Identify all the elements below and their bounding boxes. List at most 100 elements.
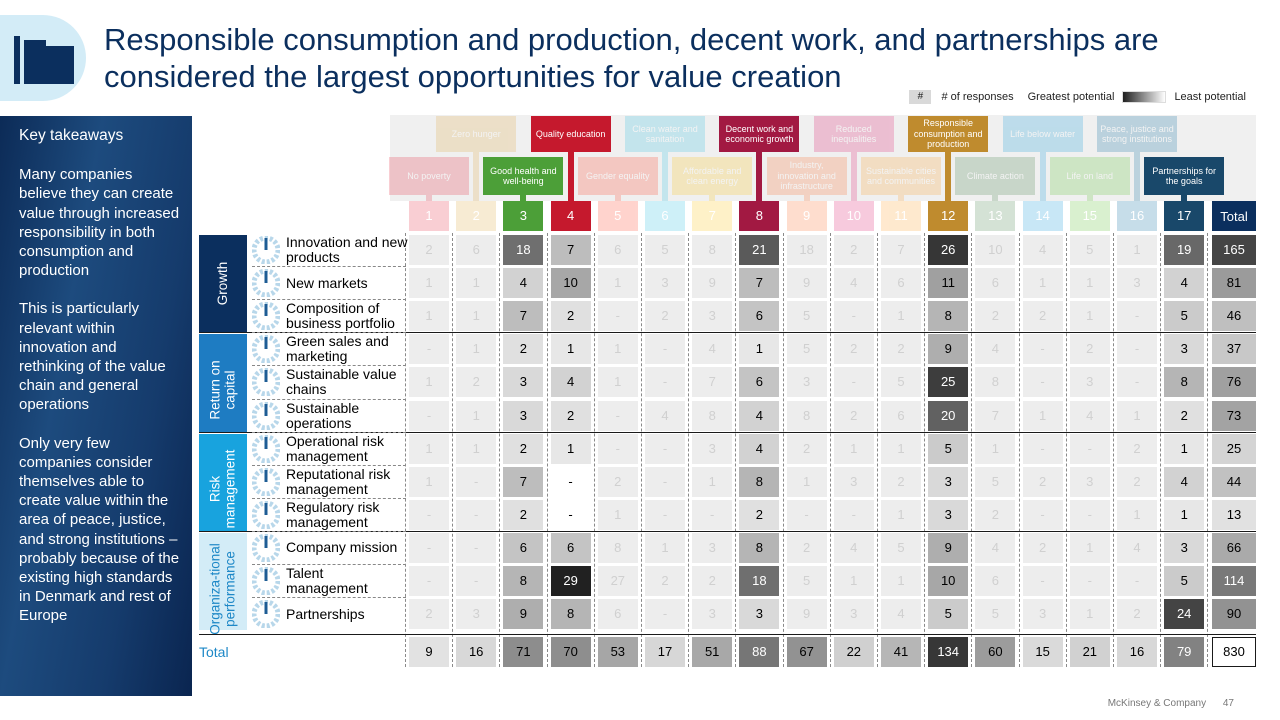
- sdg-goal-number: 2: [456, 201, 497, 231]
- matrix-cell: -: [1069, 566, 1110, 596]
- matrix-cell: 1: [456, 334, 497, 365]
- row-total-cell: 114: [1212, 566, 1256, 596]
- sdg-goal-stem: [1086, 195, 1093, 201]
- matrix-cell: 9: [928, 334, 969, 365]
- row-total-cell: 66: [1212, 532, 1256, 563]
- matrix-cell: 6: [550, 532, 591, 563]
- sdg-goal-label: Peace, justice and strong institutions: [1097, 116, 1177, 152]
- sunburst-icon: [251, 367, 281, 397]
- matrix-cell: 1: [456, 433, 497, 464]
- sunburst-icon: [251, 434, 281, 464]
- matrix-cell: 5: [786, 566, 827, 596]
- total-row-label: Total: [199, 644, 229, 660]
- matrix-cell: 2: [456, 367, 497, 398]
- sdg-goal-label: Good health and well-being: [483, 157, 564, 195]
- matrix-cell: -: [1117, 367, 1157, 398]
- sdg-goal-number: 17: [1164, 201, 1205, 231]
- matrix-cell: 4: [1164, 466, 1205, 497]
- column-divider: [499, 233, 501, 667]
- sdg-goal-number: 1: [409, 201, 449, 231]
- matrix-cell: 19: [1164, 235, 1205, 265]
- total-cell: 41: [881, 637, 921, 667]
- category-block: [199, 532, 247, 631]
- matrix-cell: 7: [881, 235, 921, 265]
- sdg-goal-stem: [709, 195, 716, 201]
- matrix-cell: 9: [786, 599, 827, 630]
- sdg-goal-stem: [567, 152, 574, 201]
- matrix-cell: 5: [928, 433, 969, 464]
- category-block: [199, 433, 247, 531]
- column-divider: [782, 233, 784, 667]
- sdg-goal-label: Zero hunger: [436, 116, 517, 152]
- matrix-cell: 5: [975, 599, 1016, 630]
- row-divider: [252, 299, 406, 301]
- matrix-cell: 1: [597, 499, 638, 530]
- matrix-cell: 4: [503, 268, 544, 299]
- matrix-cell: 18: [503, 235, 544, 265]
- matrix-cell: 8: [975, 367, 1016, 398]
- matrix-cell: 1: [881, 499, 921, 530]
- matrix-cell: 6: [456, 235, 497, 265]
- matrix-cell: 3: [1069, 466, 1110, 497]
- matrix-cell: 4: [833, 268, 874, 299]
- sdg-goal-number: 10: [833, 201, 874, 231]
- matrix-cell: 1: [409, 268, 449, 299]
- matrix-cell: -: [1117, 334, 1157, 365]
- row-label: Operational risk management: [286, 432, 385, 464]
- matrix-cell: 7: [503, 466, 544, 497]
- sunburst-icon: [251, 599, 281, 629]
- matrix-cell: 7: [503, 301, 544, 332]
- matrix-cell: -: [1022, 334, 1063, 365]
- sunburst-icon: [251, 533, 281, 563]
- sdg-goal-number: 13: [975, 201, 1016, 231]
- sdg-goal-stem: [1181, 195, 1188, 201]
- matrix-cell: 10: [928, 566, 969, 596]
- matrix-cell: 2: [597, 466, 638, 497]
- sdg-goal-stem: [898, 195, 904, 201]
- matrix-cell: 5: [786, 301, 827, 332]
- total-cell: 17: [645, 637, 685, 667]
- category-label: Organiza-tional performance: [207, 542, 238, 635]
- column-divider: [735, 233, 737, 667]
- matrix-cell: 3: [692, 301, 733, 332]
- matrix-cell: 2: [833, 235, 874, 265]
- matrix-cell: 8: [550, 599, 591, 630]
- sdg-goal-stem: [850, 152, 857, 201]
- matrix-cell: 4: [739, 433, 780, 464]
- category-label: Risk management: [207, 449, 238, 529]
- total-cell: 21: [1069, 637, 1110, 667]
- matrix-cell: 2: [1069, 334, 1110, 365]
- sdg-goal-stem: [1039, 152, 1046, 201]
- sdg-goal-stem: [520, 195, 527, 201]
- row-label: Partnerships: [286, 605, 365, 622]
- row-divider: [252, 365, 406, 367]
- legend-least: Least potential: [1174, 91, 1246, 103]
- matrix-cell: 3: [503, 367, 544, 398]
- total-cell: 79: [1164, 637, 1205, 667]
- row-divider: [252, 398, 406, 400]
- matrix-cell: 6: [597, 599, 638, 630]
- matrix-cell: 8: [503, 566, 544, 596]
- sdg-goal-label: Decent work and economic growth: [719, 116, 800, 152]
- matrix-cell: -: [833, 367, 874, 398]
- matrix-cell: 2: [786, 433, 827, 464]
- sdg-goal-label: Partnerships for the goals: [1144, 157, 1225, 195]
- sdg-goal-label: Industry, innovation and infrastructure: [766, 157, 847, 195]
- matrix-cell: 1: [739, 334, 780, 365]
- legend-greatest: Greatest potential: [1027, 91, 1115, 103]
- sunburst-icon: [251, 334, 281, 364]
- matrix-cell: 2: [1117, 466, 1157, 497]
- sdg-goal-number: 4: [550, 201, 591, 231]
- sdg-goal-number: 8: [739, 201, 780, 231]
- matrix-cell: -: [1069, 433, 1110, 464]
- matrix-cell: -: [409, 334, 449, 365]
- matrix-cell: 2: [550, 400, 591, 431]
- row-divider: [252, 266, 406, 268]
- matrix-cell: 2: [503, 433, 544, 464]
- sdg-goal-number: 15: [1069, 201, 1110, 231]
- column-divider: [971, 233, 973, 667]
- matrix-cell: 1: [645, 532, 685, 563]
- matrix-cell: 2: [975, 301, 1016, 332]
- matrix-cell: 2: [503, 334, 544, 365]
- matrix-cell: 5: [928, 599, 969, 630]
